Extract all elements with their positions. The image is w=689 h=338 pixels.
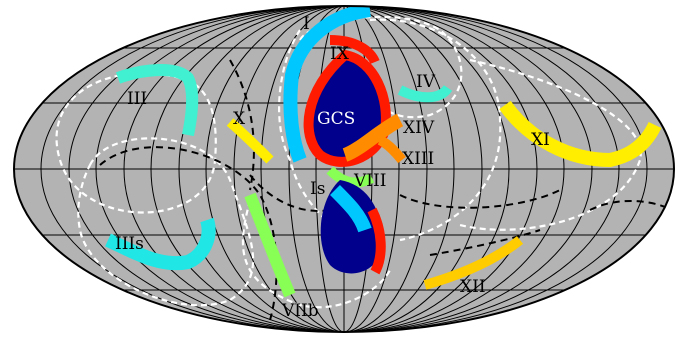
label-IX: IX: [330, 44, 350, 64]
longitude-grid: [40, 6, 648, 332]
label-Is: Is: [310, 179, 325, 199]
region-XI: [499, 100, 662, 168]
label-GCS: GCS: [317, 109, 355, 129]
region-I: [283, 6, 372, 163]
label-IV: IV: [416, 72, 436, 92]
region-IX: [329, 35, 380, 65]
label-X: X: [233, 109, 246, 129]
region-Is-cyan: [330, 185, 372, 233]
label-XIII: XIII: [402, 149, 434, 169]
region-Is: [320, 180, 383, 274]
region-Is-red: [367, 207, 386, 275]
label-I: I: [303, 14, 310, 34]
label-XII: XII: [460, 277, 486, 297]
label-XI: XI: [531, 130, 550, 150]
region-XIII: [377, 135, 406, 164]
map-outline: [13, 5, 675, 333]
region-XII: [423, 236, 524, 290]
label-VIIb: VIIb: [281, 301, 319, 321]
region-IV: [397, 84, 453, 103]
label-III: III: [127, 89, 147, 109]
region-X: [226, 118, 274, 164]
region-IIIs: [105, 217, 216, 271]
region-XIV: [342, 113, 404, 162]
label-XIV: XIV: [403, 118, 435, 138]
label-VIII: VIII: [353, 171, 386, 191]
region-VIIb: [244, 192, 296, 298]
region-III: [115, 64, 199, 137]
label-IIIs: IIIs: [115, 234, 144, 254]
region-VIII: [326, 166, 375, 188]
